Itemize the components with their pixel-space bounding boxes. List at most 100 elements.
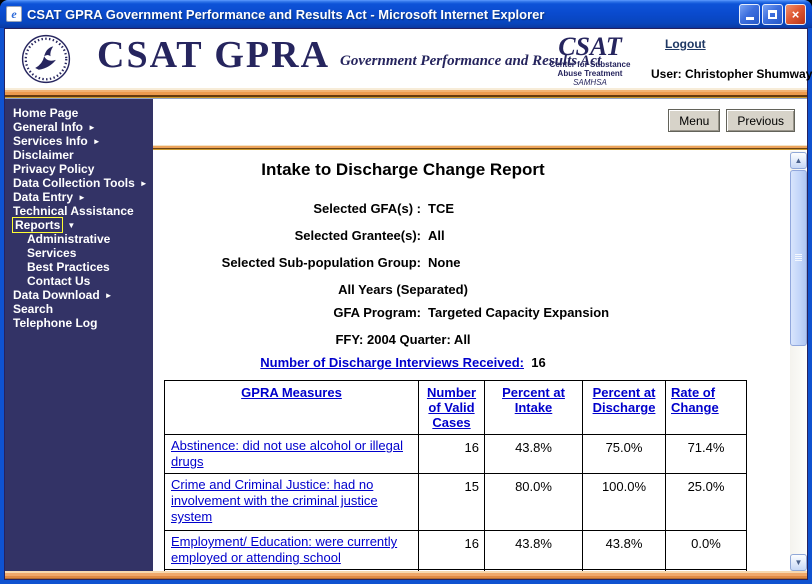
app-logo-subtitle: Government Performance and Results Act [340,53,602,69]
report-param-row: Selected Grantee(s): All [153,229,653,243]
maximize-button[interactable] [762,3,783,25]
param-label: Selected Grantee(s): [294,228,421,243]
valid-cases-cell: 16 [418,434,485,474]
scroll-up-arrow-icon: ▲ [794,156,803,165]
report-scroll-area: Intake to Discharge Change Report Select… [153,151,807,572]
minimize-button[interactable] [739,3,760,25]
content-divider-stripe [153,145,807,151]
submenu-right-arrow-icon: ► [92,137,101,146]
submenu-down-arrow-icon: ▼ [67,221,76,230]
sidebar-item-label: Data Entry [13,190,74,204]
report-title: Intake to Discharge Change Report [261,160,545,179]
logout-link[interactable]: Logout [665,37,706,51]
sidebar-item-label: Telephone Log [13,316,98,330]
column-header-link[interactable]: Number of Valid Cases [426,385,477,430]
minimize-icon [745,17,754,20]
sidebar-item-services-info[interactable]: Services Info ► [5,135,153,149]
table-row: Crime and Criminal Justice: had no invol… [164,473,747,531]
csat-logo-line1: Center for Substance [549,60,631,69]
sidebar-item-reports[interactable]: Reports ▼ [5,217,153,233]
sidebar-item-administrative[interactable]: Administrative [5,233,153,247]
close-icon: × [791,6,800,22]
param-label: Selected GFA(s) : [313,201,421,216]
column-header-link[interactable]: Rate of Change [671,385,719,415]
sidebar-item-data-collection-tools[interactable]: Data Collection Tools ► [5,177,153,191]
scrollbar-thumb[interactable] [790,170,807,346]
report-params: Selected GFA(s) : TCE Selected Grantee(s):… [153,202,653,370]
param-label: GFA Program: [333,305,421,320]
percent-discharge-cell: 100.0% [582,473,666,531]
submenu-right-arrow-icon: ► [88,123,96,132]
sidebar-item-label: Contact Us [27,274,91,288]
sidebar-item-services[interactable]: Services [5,247,153,261]
previous-button[interactable]: Previous [726,109,795,132]
csat-logo-samhsa: SAMHSA [573,78,607,87]
percent-discharge-cell: 43.8% [582,530,666,570]
app-logo: CSAT GPRA Government Performance and Res… [97,33,601,77]
close-button[interactable]: × [785,3,806,25]
menu-button[interactable]: Menu [668,109,721,132]
column-header-link[interactable]: GPRA Measures [241,385,342,400]
title-bar: e CSAT GPRA Government Performance and R… [0,0,812,28]
rate-change-cell: 25.0% [665,473,747,531]
submenu-right-arrow-icon: ► [104,291,113,300]
percent-discharge-cell: 75.0% [582,434,666,474]
table-body: Abstinence: did not use alcohol or illeg… [164,434,747,572]
sidebar-item-contact-us[interactable]: Contact Us [5,275,153,289]
sidebar-item-home-page[interactable]: Home Page [5,107,153,121]
sidebar-item-data-entry[interactable]: Data Entry ► [5,191,153,205]
sidebar-item-general-info[interactable]: General Info ► [5,121,153,135]
report-param-row: All Years (Separated) [338,282,468,297]
rate-change-cell: 30.0% [665,569,747,572]
report-param-row: FFY: 2004 Quarter: All [335,332,471,347]
bottom-divider-stripe [5,571,807,579]
page-header: CSAT GPRA Government Performance and Res… [5,29,812,88]
measure-link[interactable]: Crime and Criminal Justice: had no invol… [171,477,378,524]
sidebar-item-privacy-policy[interactable]: Privacy Policy [5,163,153,177]
percent-intake-cell: 43.8% [484,530,583,570]
sidebar-item-best-practices[interactable]: Best Practices [5,261,153,275]
column-header-link[interactable]: Percent at Intake [502,385,565,415]
sidebar-item-data-download[interactable]: Data Download ► [5,289,153,303]
measure-link[interactable]: Employment/ Education: were currently em… [171,534,398,565]
sidebar-item-label: Disclaimer [13,148,74,162]
sidebar-item-label: General Info [13,120,84,134]
table-row: Health/Behavioral/Social Consequences: e… [164,569,747,572]
internet-explorer-page-icon: e [6,6,22,22]
sidebar-item-label: Best Practices [27,260,110,274]
param-value: Targeted Capacity Expansion [428,305,610,320]
discharge-interviews-link[interactable]: Number of Discharge Interviews Received: [260,355,524,370]
maximize-icon [768,9,777,19]
sidebar-item-label: Technical Assistance [13,204,134,218]
scroll-up-button[interactable]: ▲ [790,152,807,169]
measure-link[interactable]: Abstinence: did not use alcohol or illeg… [171,438,403,469]
column-header-link[interactable]: Percent at Discharge [592,385,656,415]
vertical-scrollbar[interactable]: ▲ ▼ [790,151,807,572]
sidebar-item-search[interactable]: Search [5,303,153,317]
column-header-0: GPRA Measures [164,380,419,435]
column-header-1: Number of Valid Cases [418,380,485,435]
measure-cell: Employment/ Education: were currently em… [164,530,419,570]
browser-viewport: CSAT GPRA Government Performance and Res… [4,28,812,580]
window-title: CSAT GPRA Government Performance and Res… [27,6,545,22]
sidebar-item-telephone-log[interactable]: Telephone Log [5,317,153,331]
report-param-row: Selected GFA(s) : TCE [153,202,653,216]
valid-cases-cell: 16 [418,530,485,570]
header-divider-stripe [5,88,807,99]
user-label: User: Christopher Shumway [651,67,812,81]
sidebar-item-disclaimer[interactable]: Disclaimer [5,149,153,163]
scroll-down-button[interactable]: ▼ [790,554,807,571]
percent-intake-cell: 80.0% [484,473,583,531]
submenu-right-arrow-icon: ► [139,179,148,188]
report-param-row: Selected Sub-population Group: None [153,256,653,270]
report-param-row: GFA Program: Targeted Capacity Expansion [153,306,653,320]
rate-change-cell: 71.4% [665,434,747,474]
column-header-2: Percent at Intake [484,380,583,435]
table-row: Abstinence: did not use alcohol or illeg… [164,434,747,474]
sidebar-item-technical-assistance[interactable]: Technical Assistance [5,205,153,219]
sidebar-item-label: Data Collection Tools [13,176,135,190]
report-param-row: Number of Discharge Interviews Received:… [153,356,653,370]
sidebar-item-label: Home Page [13,106,79,120]
sidebar-item-label: Administrative [27,232,111,246]
table-row: Employment/ Education: were currently em… [164,530,747,570]
